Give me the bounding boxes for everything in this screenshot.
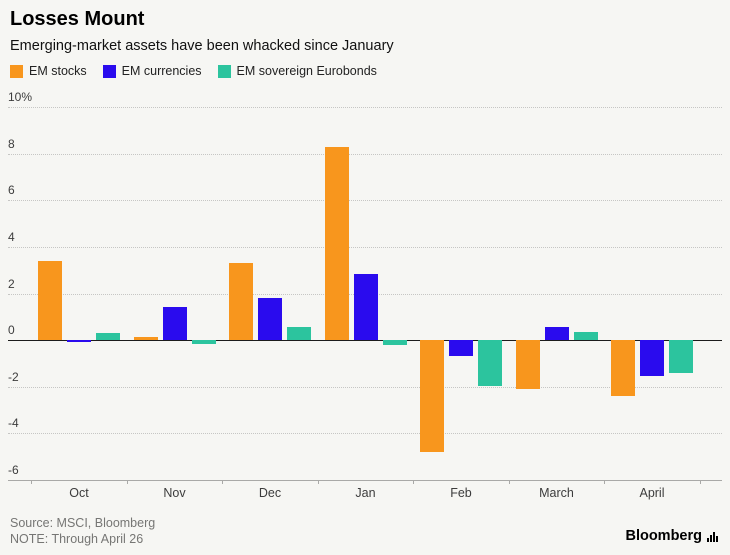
x-axis-label-jan: Jan (355, 486, 376, 500)
legend-label-em-stocks: EM stocks (29, 64, 87, 78)
zero-gridline (8, 340, 722, 342)
gridline--4 (8, 433, 722, 435)
bar-em-currencies-feb (449, 340, 473, 357)
bar-em-currencies-dec (258, 298, 282, 341)
bar-em-stocks-nov (133, 336, 158, 341)
x-axis-tick (508, 480, 510, 484)
bar-em-currencies-april (640, 340, 664, 377)
legend-swatch-em-stocks (10, 64, 23, 78)
bar-em-sovereign-eurobonds-jan (382, 340, 407, 345)
x-axis-tick (222, 480, 224, 484)
bloomberg-terminal-icon (707, 532, 718, 544)
y-axis-label--4: -4 (8, 416, 19, 431)
x-axis-label-nov: Nov (163, 486, 186, 500)
gridline-6 (8, 200, 722, 202)
page-title: Losses Mount (10, 8, 145, 30)
y-axis-label-4: 4 (8, 229, 15, 244)
y-axis-label-10: 10% (8, 90, 33, 104)
bloomberg-logo: Bloomberg (625, 528, 718, 544)
x-axis-tick (317, 480, 319, 484)
bar-em-currencies-oct (67, 340, 91, 343)
bar-em-sovereign-eurobonds-feb (478, 340, 502, 386)
legend-label-em-currencies: EM currencies (121, 64, 202, 78)
y-axis-label--6: -6 (8, 463, 19, 477)
legend-item-em-stocks: EM stocks (10, 64, 87, 78)
bloomberg-wordmark: Bloomberg (625, 528, 702, 544)
bar-em-sovereign-eurobonds-dec (287, 327, 311, 341)
note-text: NOTE: Through April 26 (10, 532, 144, 546)
bar-em-currencies-nov (162, 307, 187, 341)
x-axis-label-feb: Feb (450, 486, 472, 500)
bar-em-currencies-march (544, 327, 569, 341)
bar-em-stocks-oct (38, 260, 62, 341)
y-axis-label-8: 8 (8, 136, 15, 151)
legend-item-em-eurobonds: EM sovereign Eurobonds (217, 64, 377, 78)
y-axis-label-0: 0 (8, 323, 15, 338)
legend-swatch-em-eurobonds (217, 64, 231, 78)
gridline-8 (8, 153, 722, 155)
bar-em-sovereign-eurobonds-nov (191, 340, 216, 344)
bar-em-stocks-april (611, 340, 635, 397)
x-axis-label-oct: Oct (69, 486, 89, 500)
legend-item-em-currencies: EM currencies (102, 64, 202, 78)
gridline-4 (8, 246, 722, 248)
gridline-10 (8, 107, 722, 108)
x-axis-label-march: March (539, 486, 574, 500)
y-axis-label-2: 2 (8, 276, 15, 291)
legend-swatch-em-currencies (102, 64, 116, 78)
source-text: Source: MSCI, Bloomberg (10, 516, 156, 530)
y-axis-label-6: 6 (8, 183, 15, 198)
gridline--6 (8, 480, 722, 481)
x-axis-label-dec: Dec (258, 486, 282, 500)
x-axis-tick (604, 480, 606, 484)
x-axis-tick (413, 480, 415, 484)
bar-em-stocks-feb (420, 340, 444, 453)
legend: EM stocks EM currencies EM sovereign Eur… (10, 64, 377, 78)
bar-em-stocks-dec (229, 263, 253, 341)
legend-label-em-eurobonds: EM sovereign Eurobonds (236, 64, 377, 78)
x-axis-tick (31, 480, 33, 484)
y-axis-label--2: -2 (8, 369, 19, 384)
bar-em-currencies-jan (353, 273, 378, 341)
bar-em-sovereign-eurobonds-april (669, 340, 693, 373)
x-axis-tick (126, 480, 128, 484)
x-axis-tick (699, 480, 701, 484)
chart-subtitle: Emerging-market assets have been whacked… (10, 38, 394, 54)
bar-em-sovereign-eurobonds-march (573, 331, 598, 341)
bar-em-stocks-march (515, 340, 540, 390)
gridline--2 (8, 386, 722, 388)
bar-em-sovereign-eurobonds-oct (96, 333, 120, 341)
x-axis-label-april: April (639, 486, 665, 500)
bar-em-stocks-jan (324, 146, 349, 341)
